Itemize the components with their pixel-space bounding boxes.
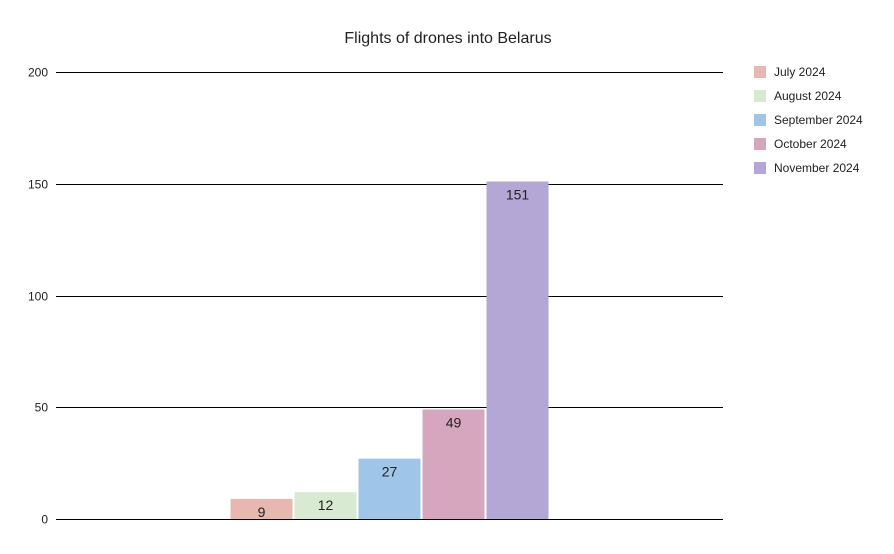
y-tick-label-100: 100 bbox=[28, 290, 48, 304]
bar-3 bbox=[422, 409, 485, 519]
bar-1 bbox=[294, 492, 357, 519]
y-tick-label-0: 0 bbox=[41, 513, 48, 527]
legend-swatch-3 bbox=[754, 138, 766, 150]
legend-swatch-1 bbox=[754, 90, 766, 102]
legend-label-4: November 2024 bbox=[774, 161, 860, 175]
bar-2 bbox=[358, 458, 421, 519]
data-label-3: 49 bbox=[446, 414, 462, 430]
bar-0 bbox=[230, 498, 293, 519]
chart-title: Flights of drones into Belarus bbox=[344, 30, 551, 47]
legend-label-0: July 2024 bbox=[774, 65, 826, 79]
data-label-2: 27 bbox=[382, 464, 398, 480]
legend-label-3: October 2024 bbox=[774, 137, 847, 151]
legend-label-1: August 2024 bbox=[774, 89, 842, 103]
data-labels: 9 12 27 49 151 bbox=[258, 187, 530, 520]
legend-swatch-2 bbox=[754, 114, 766, 126]
data-label-1: 12 bbox=[318, 497, 334, 513]
bar-4 bbox=[486, 181, 549, 519]
legend-swatch-0 bbox=[754, 66, 766, 78]
bars bbox=[230, 181, 549, 519]
y-tick-label-200: 200 bbox=[28, 66, 48, 80]
gridlines bbox=[56, 72, 723, 520]
y-tick-label-150: 150 bbox=[28, 178, 48, 192]
y-tick-label-50: 50 bbox=[35, 401, 49, 415]
data-label-0: 9 bbox=[258, 504, 266, 520]
data-label-4: 151 bbox=[506, 187, 530, 203]
legend-swatch-4 bbox=[754, 162, 766, 174]
legend-label-2: September 2024 bbox=[774, 113, 863, 127]
y-axis-ticks: 0 50 100 150 200 bbox=[28, 66, 48, 527]
legend: July 2024 August 2024 September 2024 Octobe… bbox=[754, 65, 863, 175]
